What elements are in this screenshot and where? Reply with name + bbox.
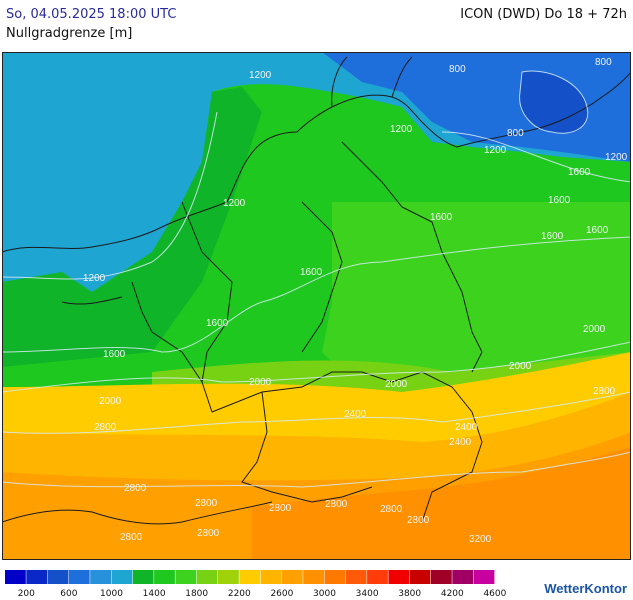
legend-swatch xyxy=(196,570,218,584)
legend-swatch xyxy=(452,570,474,584)
legend-tick-label: 2600 xyxy=(270,589,293,599)
legend-swatch xyxy=(239,570,261,584)
contour-label: 800 xyxy=(449,64,466,75)
legend-swatch xyxy=(345,570,367,584)
legend-swatch xyxy=(260,570,282,584)
contour-label: 2000 xyxy=(249,377,272,388)
contour-label: 2800 xyxy=(195,498,218,509)
borders xyxy=(2,56,631,525)
legend-swatch xyxy=(431,570,452,584)
color-legend: 200 600 1000 1400 1800 2200 2600 3000 3400 3800 42… xyxy=(5,570,507,599)
contour-label: 2800 xyxy=(380,504,403,515)
contour-label: 1600 xyxy=(568,167,591,178)
contour-label: 2000 xyxy=(385,379,408,390)
legend-swatch xyxy=(47,570,69,584)
contour-label: 1600 xyxy=(586,225,609,236)
contour-label: 1600 xyxy=(300,267,323,278)
legend-tick-label: 3000 xyxy=(313,589,336,599)
legend-swatch xyxy=(388,570,410,584)
contour-label: 1600 xyxy=(103,349,126,360)
contour-label: 800 xyxy=(507,128,524,139)
contour-label: 2800 xyxy=(197,528,220,539)
freezing-level-map: 1200 800 800 800 1200 1200 1200 1200 120… xyxy=(2,52,631,560)
contour-label: 1200 xyxy=(605,152,628,163)
legend-swatch xyxy=(473,570,495,584)
contour-lines xyxy=(2,70,631,488)
legend-tick-label: 4600 xyxy=(483,589,506,599)
legend-swatch xyxy=(90,570,111,584)
parameter-title: Nullgradgrenze [m] xyxy=(6,26,133,41)
legend-tick-label: 1400 xyxy=(143,589,166,599)
contour-label: 2800 xyxy=(325,499,348,510)
legend-tick-label: 4200 xyxy=(441,589,464,599)
legend-tick-label: 3800 xyxy=(398,589,421,599)
map-frame xyxy=(2,52,631,560)
legend-swatch xyxy=(111,570,133,584)
contour-label: 1200 xyxy=(249,70,272,81)
contour-label: 2000 xyxy=(509,361,532,372)
contour-label: 1600 xyxy=(430,212,453,223)
legend-swatch xyxy=(324,570,346,584)
legend-swatch xyxy=(218,570,239,584)
legend-tick-label: 200 xyxy=(18,589,35,599)
contour-label: 2400 xyxy=(449,437,472,448)
band-darkblue xyxy=(519,71,588,134)
contour-label: 2800 xyxy=(407,515,430,526)
legend-swatch xyxy=(154,570,175,584)
band-yellow xyxy=(2,352,631,448)
band-darkgreen-west xyxy=(2,87,262,367)
contour-label: 2800 xyxy=(120,532,143,543)
contour-label: 1200 xyxy=(83,273,106,284)
legend-swatch xyxy=(26,570,48,584)
legend-swatch xyxy=(367,570,388,584)
band-lightgreen xyxy=(322,202,631,382)
legend-tick-label: 2200 xyxy=(228,589,251,599)
contour-label: 2000 xyxy=(99,396,122,407)
contour-label: 2000 xyxy=(583,324,606,335)
contour-label: 3200 xyxy=(469,534,492,545)
contour-label: 1200 xyxy=(390,124,413,135)
legend-tick-label: 600 xyxy=(60,589,77,599)
legend-swatch xyxy=(303,570,324,584)
contour-label: 1200 xyxy=(484,145,507,156)
contour-label: 800 xyxy=(595,57,612,68)
legend-swatch xyxy=(409,570,431,584)
contour-label: 1200 xyxy=(223,198,246,209)
model-run: ICON (DWD) Do 18 + 72h xyxy=(460,7,627,22)
legend-tick-label: 3400 xyxy=(356,589,379,599)
wetterkontor-logo: WetterKontor xyxy=(544,581,627,596)
band-darkorange xyxy=(252,447,631,560)
legend-swatch xyxy=(281,570,303,584)
legend-swatch xyxy=(68,570,90,584)
contour-label: 2800 xyxy=(269,503,292,514)
contour-label: 1600 xyxy=(206,318,229,329)
legend-swatch xyxy=(5,570,26,584)
contour-label: 2400 xyxy=(455,422,478,433)
legend-swatch xyxy=(132,570,154,584)
contour-label: 2800 xyxy=(124,483,147,494)
legend-swatch xyxy=(175,570,197,584)
contour-label: 2400 xyxy=(344,409,367,420)
contour-label: 2800 xyxy=(593,386,616,397)
legend-tick-label: 1800 xyxy=(185,589,208,599)
forecast-date: So, 04.05.2025 18:00 UTC xyxy=(6,7,177,22)
legend-tick-label: 1000 xyxy=(100,589,123,599)
contour-label: 2800 xyxy=(94,422,117,433)
contour-label: 1600 xyxy=(548,195,571,206)
contour-label: 1600 xyxy=(541,231,564,242)
